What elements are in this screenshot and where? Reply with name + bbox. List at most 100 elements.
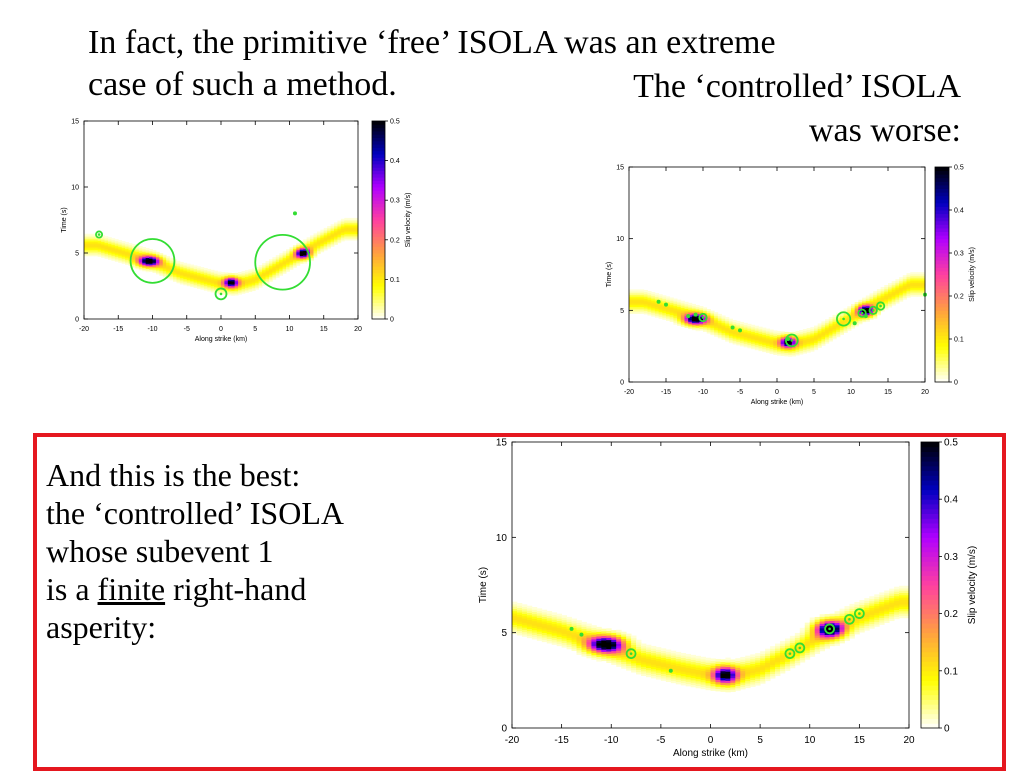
- heatmap-cell: [640, 299, 645, 302]
- heatmap-cell: [844, 624, 850, 628]
- heatmap-cell: [789, 660, 796, 664]
- heatmap-cell: [899, 599, 905, 603]
- x-tick-label: 5: [812, 389, 816, 396]
- heatmap-cell: [758, 345, 763, 348]
- heatmap-cell: [791, 338, 796, 341]
- heatmap-cell: [747, 337, 752, 340]
- heatmap-cell: [854, 611, 860, 614]
- heatmap-cell: [296, 263, 301, 266]
- heatmap-cell: [705, 669, 711, 672]
- heatmap-cell: [330, 240, 335, 243]
- heatmap-cell: [745, 667, 751, 670]
- heatmap-cell: [736, 322, 741, 325]
- heatmap-cell: [824, 618, 830, 622]
- heatmap-cell: [654, 310, 659, 313]
- heatmap-cell: [101, 236, 105, 239]
- heatmap-cell: [839, 610, 845, 614]
- heatmap-cell: [576, 627, 582, 630]
- heatmap-cell: [149, 249, 153, 252]
- heatmap-cell: [296, 249, 301, 252]
- heatmap-cell: [825, 324, 830, 327]
- heatmap-cell: [631, 662, 637, 666]
- heatmap-cell: [313, 246, 318, 249]
- heatmap-cell: [310, 249, 314, 252]
- heatmap-cell: [699, 307, 704, 310]
- heatmap-cell: [819, 630, 826, 633]
- colorbar-segment: [921, 570, 939, 576]
- heatmap-cell: [244, 278, 249, 281]
- heatmap-cell: [255, 287, 260, 290]
- heatmap-cell: [799, 634, 806, 638]
- heatmap-cell: [802, 351, 807, 354]
- heatmap-cell: [680, 673, 687, 677]
- heatmap-cell: [750, 654, 756, 658]
- heatmap-cell: [751, 329, 756, 333]
- heatmap-cell: [566, 628, 572, 631]
- heatmap-cell: [176, 262, 181, 265]
- heatmap-cell: [751, 331, 756, 334]
- heatmap-cell: [862, 301, 867, 304]
- heatmap-cell: [705, 671, 711, 675]
- heatmap-cell: [769, 332, 774, 336]
- heatmap-cell: [241, 291, 246, 294]
- heatmap-cell: [179, 280, 184, 283]
- heatmap-cell: [632, 310, 637, 313]
- colorbar-segment: [935, 310, 949, 315]
- heatmap-cell: [862, 306, 867, 309]
- heatmap-cell: [272, 260, 277, 263]
- heatmap-cell: [743, 329, 748, 332]
- heatmap-cell: [210, 271, 215, 274]
- heatmap-cell: [854, 320, 859, 323]
- subevent-dot: [730, 325, 735, 330]
- heatmap-cell: [581, 647, 587, 650]
- heatmap-cell: [688, 323, 693, 326]
- colorbar-segment: [921, 470, 939, 476]
- heatmap-cell: [135, 267, 140, 270]
- heatmap-cell: [849, 629, 855, 632]
- heatmap-cell: [859, 604, 865, 608]
- heatmap-cell: [90, 246, 95, 249]
- heatmap-cell: [819, 618, 826, 622]
- heatmap-cell: [717, 334, 722, 337]
- heatmap-cell: [902, 282, 907, 285]
- heatmap-cell: [265, 281, 270, 284]
- heatmap-cell: [87, 240, 92, 243]
- heatmap-cell: [299, 258, 304, 261]
- heatmap-cell: [244, 279, 249, 282]
- heatmap-cell: [760, 678, 766, 682]
- heatmap-cell: [516, 605, 523, 608]
- colorbar-segment: [921, 704, 939, 710]
- heatmap-cell: [330, 243, 335, 246]
- heatmap-cell: [207, 270, 212, 273]
- heatmap-cell: [859, 618, 865, 622]
- heatmap-cell: [884, 302, 889, 305]
- heatmap-cell: [258, 266, 263, 269]
- heatmap-cell: [765, 671, 771, 675]
- colorbar-segment: [372, 289, 385, 294]
- heatmap-cell: [651, 314, 656, 317]
- heatmap-cell: [104, 244, 109, 247]
- heatmap-cell: [596, 629, 602, 632]
- best-caption-line-1: And this is the best:: [46, 457, 301, 493]
- heatmap-cell: [779, 654, 786, 658]
- colorbar-frame: [934, 166, 950, 383]
- heatmap-cell: [241, 277, 246, 280]
- heatmap-cell: [690, 677, 697, 681]
- heatmap-cell: [700, 686, 706, 690]
- heatmap-cell: [231, 287, 236, 290]
- heatmap-cell: [825, 339, 830, 342]
- heatmap-cell: [241, 272, 246, 275]
- colorbar-segment: [372, 292, 385, 297]
- heatmap-cell: [251, 279, 256, 282]
- heatmap-cell: [207, 281, 212, 284]
- heatmap-cell: [142, 256, 147, 259]
- heatmap-cell: [526, 610, 533, 613]
- heatmap-cell: [125, 250, 129, 253]
- heatmap-cell: [677, 316, 682, 319]
- heatmap-cell: [636, 299, 641, 302]
- heatmap-cell: [272, 268, 277, 271]
- heatmap-cell: [921, 277, 926, 280]
- heatmap-cell: [675, 661, 682, 664]
- heatmap-cell: [561, 631, 567, 634]
- heatmap-cell: [251, 276, 256, 279]
